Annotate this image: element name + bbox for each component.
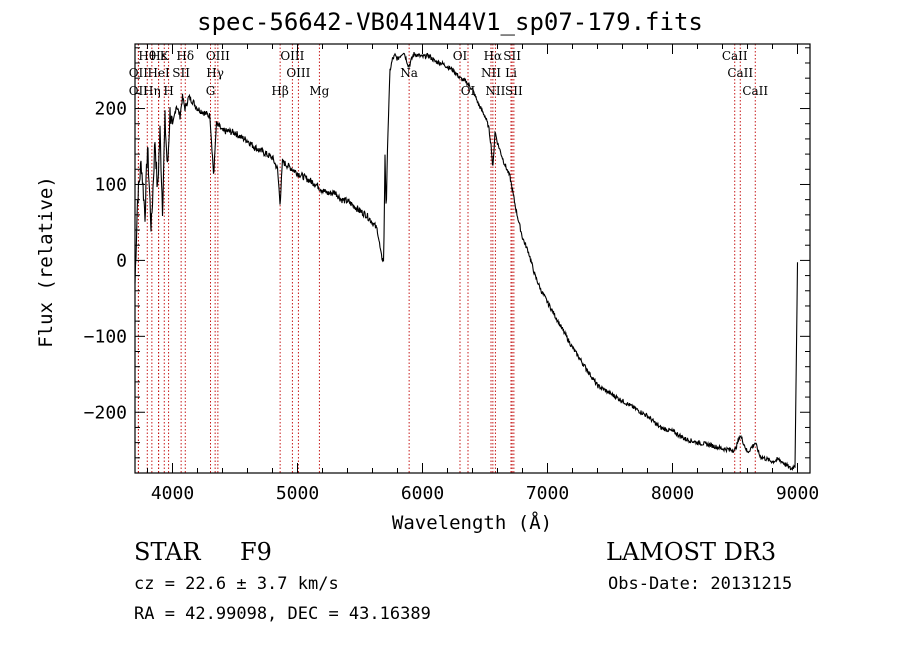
marker-label: Hβ <box>271 84 288 98</box>
marker-label: HeI <box>147 66 170 80</box>
marker-label: Li <box>505 66 517 80</box>
x-axis-title: Wavelength (Å) <box>391 512 553 534</box>
observation-date: Obs-Date: 20131215 <box>608 574 793 594</box>
plot-frame <box>134 43 811 474</box>
marker-label: SII <box>505 84 523 98</box>
marker-label: Hα <box>484 49 503 63</box>
y-tick-label: 100 <box>94 174 127 195</box>
y-tick-label: −100 <box>84 326 127 347</box>
marker-label: Hγ <box>206 66 224 80</box>
emission-line-markers <box>137 44 756 473</box>
y-tick-label: −200 <box>84 402 127 423</box>
chart-title: spec-56642-VB041N44V1_sp07-179.fits <box>197 8 703 36</box>
marker-label: CaII <box>742 84 768 98</box>
marker-label: K <box>160 49 170 63</box>
redshift-cz: cz = 22.6 ± 3.7 km/s <box>134 574 339 594</box>
marker-label: OII <box>129 84 149 98</box>
marker-label: NII <box>481 66 501 80</box>
x-tick-label: 6000 <box>401 483 444 504</box>
object-class: STAR <box>134 538 201 566</box>
marker-label: CaII <box>722 49 748 63</box>
marker-label: OIII <box>286 66 310 80</box>
marker-label: Hδ <box>176 49 194 63</box>
x-tick-label: 9000 <box>776 483 819 504</box>
marker-label: OIII <box>206 49 230 63</box>
axis-tick-labels: 4000 5000 6000 7000 8000 9000 −200 −100 0 100 200 <box>84 99 820 504</box>
y-axis-title: Flux (relative) <box>35 176 57 348</box>
marker-label: SII <box>172 66 190 80</box>
x-tick-label: 4000 <box>151 483 194 504</box>
survey-name: LAMOST DR3 <box>606 538 777 566</box>
marker-label: Mg <box>309 84 329 98</box>
axis-ticks <box>135 44 810 473</box>
marker-label: CaII <box>727 66 753 80</box>
marker-label: NII <box>485 84 505 98</box>
x-tick-label: 8000 <box>651 483 694 504</box>
marker-label: OI <box>461 84 476 98</box>
spectrum-line <box>134 51 799 472</box>
coordinates: RA = 42.99098, DEC = 43.16389 <box>134 604 431 624</box>
marker-label: Hθ <box>138 49 156 63</box>
marker-label: Hε <box>150 49 167 63</box>
marker-label: SII <box>503 49 521 63</box>
marker-label: OIII <box>280 49 304 63</box>
y-tick-label: 200 <box>94 99 127 120</box>
marker-label: H <box>163 84 173 98</box>
marker-label: OI <box>453 49 468 63</box>
marker-label: OII <box>129 66 149 80</box>
x-tick-label: 7000 <box>526 483 569 504</box>
x-tick-label: 5000 <box>276 483 319 504</box>
y-tick-label: 0 <box>116 250 127 271</box>
marker-label: Na <box>400 66 418 80</box>
marker-label: G <box>206 84 216 98</box>
marker-label: Hη <box>143 84 161 98</box>
object-subclass: F9 <box>240 538 272 566</box>
